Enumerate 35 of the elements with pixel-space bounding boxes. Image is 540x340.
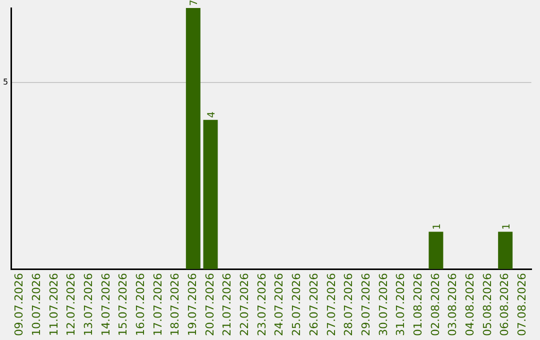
x-tick-label: 20.07.2026 bbox=[203, 273, 216, 336]
x-tick-label: 15.07.2026 bbox=[116, 273, 130, 336]
x-tick-label: 09.07.2026 bbox=[12, 273, 26, 336]
x-tick-label: 02.08.2026 bbox=[428, 273, 442, 336]
x-tick-label: 04.08.2026 bbox=[464, 273, 476, 336]
x-tick-label: 01.08.2026 bbox=[411, 273, 424, 336]
x-tick-label: 17.07.2026 bbox=[151, 273, 164, 336]
x-tick-label: 21.07.2026 bbox=[220, 273, 234, 336]
x-tick-label: 31.07.2026 bbox=[394, 273, 408, 336]
data-label: 1 bbox=[432, 223, 443, 230]
x-tick-label: 23.07.2026 bbox=[255, 273, 268, 336]
x-tick-label: 28.07.2026 bbox=[342, 273, 356, 336]
x-tick-label: 14.07.2026 bbox=[99, 273, 112, 336]
x-tick-label: 29.07.2026 bbox=[359, 273, 372, 336]
x-tick-label: 05.08.2026 bbox=[480, 273, 494, 336]
x-tick-label: 06.08.2026 bbox=[498, 273, 512, 336]
x-tick-label: 11.07.2026 bbox=[47, 273, 60, 336]
x-tick-label: 10.07.2026 bbox=[30, 273, 43, 336]
x-tick-label: 03.08.2026 bbox=[446, 273, 460, 336]
x-tick-label: 27.07.2026 bbox=[324, 273, 338, 336]
x-tick-label: 24.07.2026 bbox=[272, 273, 286, 336]
data-label: 4 bbox=[206, 111, 218, 118]
x-tick-label: 26.07.2026 bbox=[307, 273, 320, 336]
x-tick-label: 25.07.2026 bbox=[290, 273, 304, 336]
x-tick-label: 16.07.2026 bbox=[134, 273, 148, 336]
data-label: 7 bbox=[189, 0, 200, 6]
x-tick-label: 13.07.2026 bbox=[82, 273, 95, 336]
y-tick-label: 5 bbox=[2, 78, 8, 87]
x-tick-label: 07.08.2026 bbox=[516, 273, 529, 336]
x-tick-label: 30.07.2026 bbox=[376, 273, 390, 336]
x-tick-label: 22.07.2026 bbox=[238, 273, 252, 336]
x-tick-label: 19.07.2026 bbox=[186, 273, 200, 336]
x-tick-label: 18.07.2026 bbox=[168, 273, 182, 336]
data-label: 1 bbox=[501, 223, 512, 230]
x-tick-label: 12.07.2026 bbox=[64, 273, 78, 336]
